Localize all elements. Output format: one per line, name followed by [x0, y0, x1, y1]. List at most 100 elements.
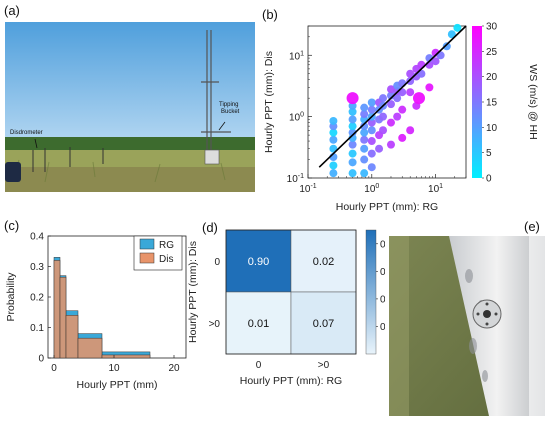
data-point	[360, 128, 369, 137]
y-tick-label: >0	[209, 319, 221, 330]
data-point	[329, 116, 338, 125]
hist-bar-dis	[101, 354, 151, 359]
data-point	[348, 115, 357, 124]
x-tick-label: 0	[51, 363, 57, 374]
colorbar-tick-label: 0	[486, 174, 492, 185]
colorbar-tick-label: 0.6	[380, 267, 385, 278]
hist-bar-dis	[77, 337, 103, 359]
data-point	[393, 112, 402, 121]
data-point	[406, 69, 415, 78]
hist-bar-dis	[53, 260, 61, 359]
x-axis-label: Hourly PPT (mm)	[77, 379, 158, 391]
matrix-frame	[225, 229, 357, 355]
data-point	[398, 79, 407, 88]
hist-bar-dis	[65, 315, 79, 359]
data-point	[360, 169, 369, 178]
data-point	[386, 118, 395, 127]
confusion-matrix-chart: 0.90 0.02 0.01 0.07 0 >0 0 >0 Hourly PPT (mm): R…	[187, 229, 385, 387]
tick-label: 10-1	[287, 173, 304, 185]
x-tick-label: 10	[108, 363, 120, 374]
panel-label-b: (b)	[262, 7, 278, 22]
data-point	[406, 88, 415, 97]
data-point	[406, 126, 415, 135]
y-tick-label: 0.2	[30, 293, 44, 304]
y-tick-label: 0	[38, 354, 44, 365]
tick-label: 100	[364, 183, 379, 195]
data-point	[348, 149, 357, 158]
data-point	[360, 144, 369, 153]
data-point	[346, 92, 359, 105]
data-point	[360, 110, 369, 119]
data-point	[367, 149, 376, 158]
x-tick-label: 20	[168, 363, 180, 374]
colorbar-tick-label: 30	[486, 22, 498, 33]
data-point	[367, 105, 376, 114]
data-point	[367, 126, 376, 135]
panel-label-a: (a)	[4, 3, 20, 18]
colorbar-tick-label: 10	[486, 123, 498, 134]
data-point	[413, 92, 426, 105]
colorbar-tick-label: 0.2	[380, 322, 385, 333]
colorbar	[472, 26, 482, 178]
data-point	[453, 23, 462, 32]
tick-label: 101	[428, 183, 443, 195]
data-point	[329, 128, 338, 137]
y-axis-label: Hourly PPT (mm): Dis	[263, 51, 275, 153]
cell-value: 0.02	[313, 256, 334, 268]
data-point	[393, 94, 402, 103]
colorbar-label: WS (m/s) @ HH	[527, 64, 539, 139]
data-point	[379, 94, 388, 103]
data-point	[360, 135, 369, 144]
data-point	[386, 85, 395, 94]
matrix-cell	[225, 291, 292, 355]
data-point	[379, 112, 388, 121]
data-point	[348, 140, 357, 149]
legend-label: Dis	[159, 254, 173, 265]
data-point	[431, 57, 440, 66]
colorbar-tick-label: 0.8	[380, 239, 385, 250]
data-point	[367, 163, 376, 172]
data-point	[348, 169, 357, 178]
tick-label: 100	[289, 112, 304, 124]
colorbar-tick-label: 15	[486, 98, 498, 109]
legend-label: RG	[159, 240, 174, 251]
x-tick-label: >0	[318, 360, 330, 371]
tick-label: 101	[289, 50, 304, 62]
histogram-chart: 0 10 20 0 0.1 0.2 0.3 0.4 Hourly PPT (mm) Probabi…	[5, 232, 187, 391]
panel-label-e: (e)	[524, 219, 540, 234]
hist-bar-dis	[59, 276, 67, 359]
data-point	[398, 105, 407, 114]
disdrometer-annotation: Disdrometer	[10, 130, 43, 136]
legend-swatch	[139, 252, 155, 264]
data-point	[379, 126, 388, 135]
tick-label: 10-1	[299, 183, 316, 195]
data-point	[348, 158, 357, 167]
colorbar	[365, 229, 377, 355]
cell-value: 0.01	[248, 318, 269, 330]
data-point	[417, 60, 426, 69]
data-point	[398, 133, 407, 142]
data-point	[329, 161, 338, 170]
data-point	[329, 169, 338, 178]
data-point	[386, 100, 395, 109]
data-point	[367, 98, 376, 107]
data-point	[348, 122, 357, 131]
x-tick-label: 0	[256, 360, 262, 371]
colorbar-tick-label: 5	[486, 148, 492, 159]
data-point	[329, 135, 338, 144]
data-point	[386, 91, 395, 100]
x-axis-label: Hourly PPT (mm): RG	[240, 375, 342, 387]
field-site-photo: Disdrometer Tipping Bucket	[5, 22, 255, 192]
colorbar-tick-label: 25	[486, 47, 498, 58]
panel-label-d: (d)	[202, 220, 218, 235]
data-point	[406, 77, 415, 86]
cell-value: 0.07	[313, 318, 334, 330]
data-point	[348, 107, 357, 116]
data-point	[360, 122, 369, 131]
y-tick-label: 0.4	[30, 232, 44, 243]
data-point	[360, 103, 369, 112]
y-axis-label: Probability	[5, 272, 17, 322]
data-point	[348, 101, 357, 110]
cell-value: 0.90	[248, 256, 269, 268]
